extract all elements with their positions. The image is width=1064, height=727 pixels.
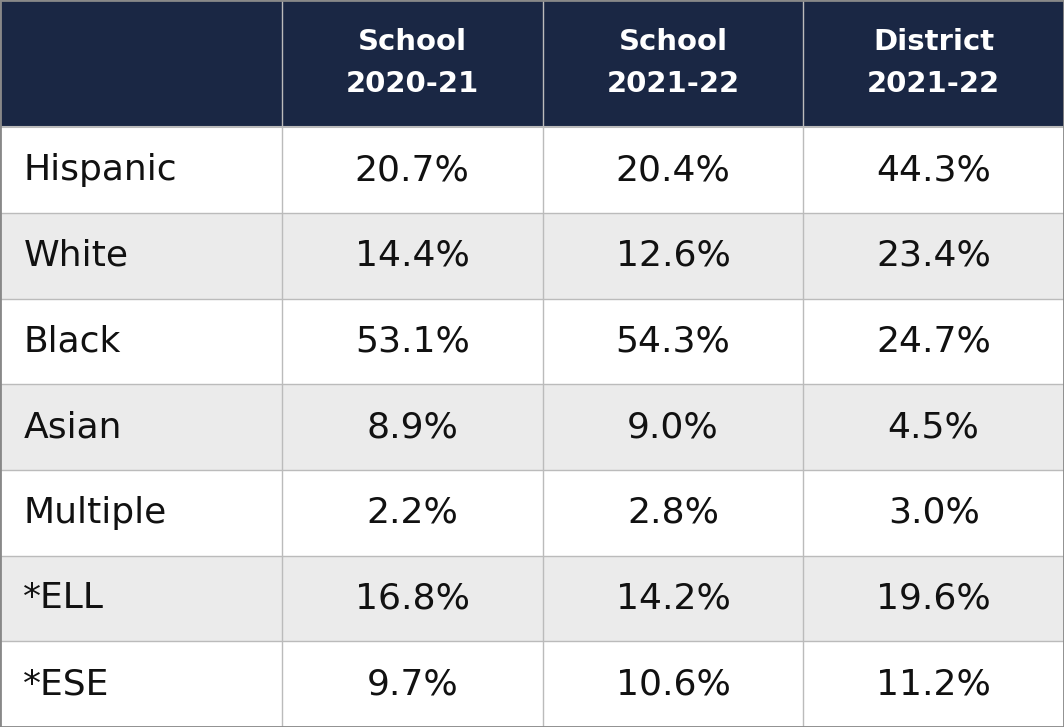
Text: 10.6%: 10.6% [616, 667, 730, 701]
Bar [803, 555, 1064, 641]
Text: Black: Black [23, 324, 121, 358]
Text: 2020-21: 2020-21 [346, 70, 479, 98]
Bar [803, 641, 1064, 727]
Bar [0, 385, 282, 470]
Text: 11.2%: 11.2% [877, 667, 991, 701]
Text: 12.6%: 12.6% [616, 238, 730, 273]
Text: *ESE: *ESE [23, 667, 110, 701]
Text: 8.9%: 8.9% [366, 410, 459, 444]
Bar [803, 213, 1064, 299]
Bar [0, 299, 282, 385]
Text: School: School [618, 28, 728, 56]
Bar [543, 213, 803, 299]
Bar [803, 299, 1064, 385]
Text: 14.2%: 14.2% [616, 582, 730, 616]
Bar [0, 641, 282, 727]
Text: 2021-22: 2021-22 [606, 70, 739, 98]
Text: 2021-22: 2021-22 [867, 70, 1000, 98]
Bar [543, 127, 803, 213]
Bar [282, 385, 543, 470]
Text: 53.1%: 53.1% [355, 324, 469, 358]
Text: White: White [23, 238, 129, 273]
Bar [0, 470, 282, 555]
Bar [543, 555, 803, 641]
Bar [543, 385, 803, 470]
Text: Multiple: Multiple [23, 496, 167, 530]
Bar [0, 0, 1064, 127]
Text: Hispanic: Hispanic [23, 153, 177, 187]
Bar [282, 299, 543, 385]
Text: 20.7%: 20.7% [355, 153, 469, 187]
Text: 9.0%: 9.0% [627, 410, 719, 444]
Bar [0, 213, 282, 299]
Bar [803, 385, 1064, 470]
Text: 23.4%: 23.4% [877, 238, 991, 273]
Bar [803, 470, 1064, 555]
Bar [282, 555, 543, 641]
Bar [282, 127, 543, 213]
Text: 16.8%: 16.8% [354, 582, 470, 616]
Text: Asian: Asian [23, 410, 122, 444]
Text: 2.2%: 2.2% [366, 496, 459, 530]
Bar [282, 641, 543, 727]
Bar [282, 213, 543, 299]
Text: 4.5%: 4.5% [887, 410, 980, 444]
Bar [0, 127, 282, 213]
Text: 20.4%: 20.4% [616, 153, 730, 187]
Text: 9.7%: 9.7% [366, 667, 459, 701]
Text: 2.8%: 2.8% [627, 496, 719, 530]
Text: 3.0%: 3.0% [887, 496, 980, 530]
Bar [543, 641, 803, 727]
Bar [543, 299, 803, 385]
Text: *ELL: *ELL [23, 582, 104, 616]
Text: 54.3%: 54.3% [616, 324, 730, 358]
Text: 19.6%: 19.6% [877, 582, 991, 616]
Text: School: School [358, 28, 467, 56]
Bar [543, 470, 803, 555]
Text: 44.3%: 44.3% [877, 153, 991, 187]
Bar [0, 555, 282, 641]
Bar [282, 470, 543, 555]
Text: District: District [874, 28, 994, 56]
Bar [803, 127, 1064, 213]
Text: 24.7%: 24.7% [877, 324, 991, 358]
Text: 14.4%: 14.4% [355, 238, 469, 273]
